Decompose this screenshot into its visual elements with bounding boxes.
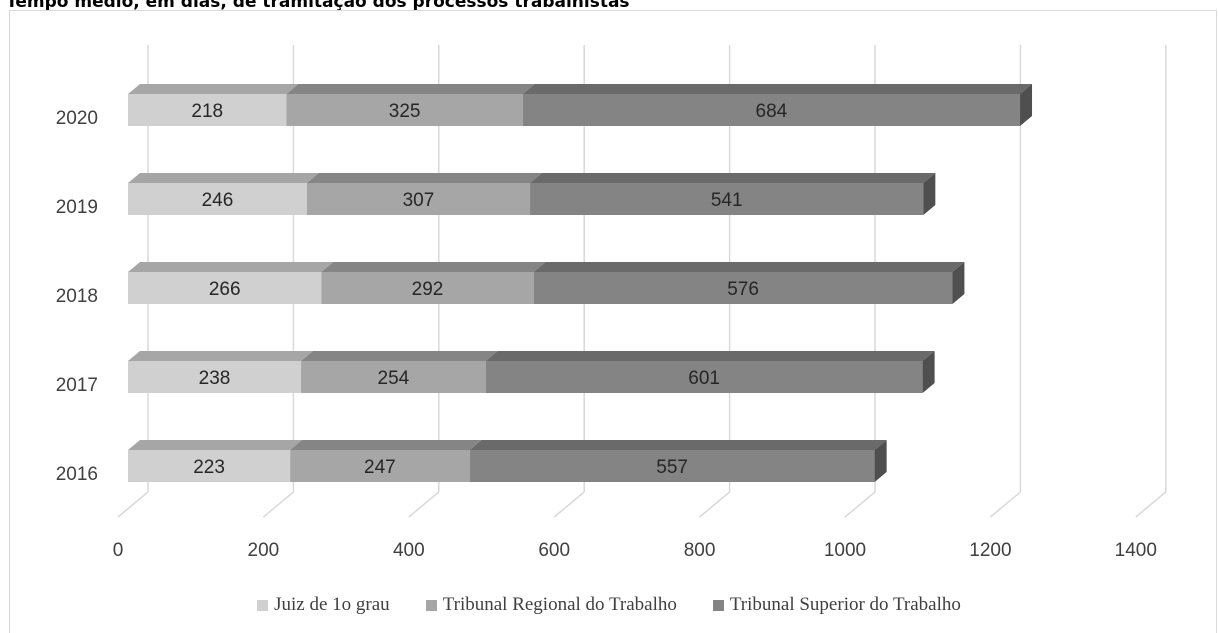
floor-gridline xyxy=(699,491,731,518)
bar xyxy=(290,450,470,482)
x-tick-label: 800 xyxy=(684,540,716,561)
chart-frame xyxy=(9,10,1217,633)
legend-label-tst: Tribunal Superior do Trabalho xyxy=(729,594,961,615)
bar xyxy=(522,94,1021,126)
legend-swatch-juiz xyxy=(257,599,269,611)
legend-item-trt: Tribunal Regional do Trabalho xyxy=(425,594,677,616)
x-tick-label: 0 xyxy=(113,540,124,561)
bar-top xyxy=(469,440,887,450)
x-tick-label: 1000 xyxy=(824,540,866,561)
bar-top xyxy=(128,84,299,94)
floor-gridline xyxy=(408,491,440,518)
x-tick-label: 1200 xyxy=(969,540,1011,561)
data-label: 684 xyxy=(756,101,788,122)
bar-top xyxy=(290,440,482,450)
legend-item-juiz: Juiz de 1o grau xyxy=(257,594,390,616)
bar-top xyxy=(128,173,319,183)
data-label: 247 xyxy=(364,457,396,478)
bar xyxy=(306,183,531,215)
bar xyxy=(469,450,875,482)
y-tick-label: 2019 xyxy=(56,197,98,218)
x-tick-label: 600 xyxy=(538,540,570,561)
bar-top xyxy=(306,173,543,183)
bar-top xyxy=(321,262,546,272)
bar-top xyxy=(128,262,334,272)
bar xyxy=(533,272,953,304)
legend: Juiz de 1o grau Tribunal Regional do Tra… xyxy=(0,594,1218,616)
y-tick-label: 2016 xyxy=(56,464,98,485)
bar-side xyxy=(1020,84,1033,126)
data-label: 218 xyxy=(191,101,223,122)
bar xyxy=(128,272,322,304)
bar-side xyxy=(923,173,936,215)
data-label: 541 xyxy=(711,190,743,211)
data-label: 601 xyxy=(688,368,720,389)
bar xyxy=(128,450,291,482)
data-label: 223 xyxy=(193,457,225,478)
chart-title: Tempo médio, em dias, de tramitação dos … xyxy=(6,0,630,12)
legend-swatch-trt xyxy=(425,599,437,611)
x-tick-label: 400 xyxy=(393,540,425,561)
bar-top xyxy=(286,84,535,94)
data-label: 254 xyxy=(378,368,410,389)
bar xyxy=(128,183,307,215)
floor-gridline xyxy=(262,491,294,518)
legend-label-trt: Tribunal Regional do Trabalho xyxy=(442,594,677,615)
bar xyxy=(286,94,523,126)
bar-top xyxy=(533,262,965,272)
bar-top xyxy=(128,351,314,361)
y-tick-label: 2020 xyxy=(56,108,98,129)
data-label: 292 xyxy=(412,279,444,300)
data-label: 307 xyxy=(403,190,435,211)
data-label: 557 xyxy=(656,457,688,478)
bar-side xyxy=(922,351,935,393)
legend-swatch-tst xyxy=(712,599,724,611)
bar-top xyxy=(522,84,1033,94)
y-tick-label: 2018 xyxy=(56,286,98,307)
floor-gridline xyxy=(553,491,585,518)
data-label: 266 xyxy=(209,279,241,300)
x-tick-label: 1400 xyxy=(1115,540,1157,561)
bar-side xyxy=(952,262,965,304)
bar xyxy=(530,183,924,215)
data-label: 576 xyxy=(727,279,759,300)
bar xyxy=(128,94,287,126)
bar xyxy=(128,361,302,393)
floor-gridline xyxy=(989,491,1021,518)
legend-label-juiz: Juiz de 1o grau xyxy=(274,594,390,615)
bar-top xyxy=(301,351,498,361)
data-label: 246 xyxy=(202,190,234,211)
x-tick-label: 200 xyxy=(248,540,280,561)
bar xyxy=(301,361,486,393)
bar xyxy=(321,272,534,304)
data-label: 238 xyxy=(199,368,231,389)
bar-side xyxy=(874,440,887,482)
floor-gridline xyxy=(844,491,876,518)
bar-top xyxy=(485,351,935,361)
floor-gridline xyxy=(117,491,149,518)
y-tick-label: 2017 xyxy=(56,375,98,396)
data-label: 325 xyxy=(389,101,421,122)
floor-gridline xyxy=(1135,491,1167,518)
bar-top xyxy=(530,173,936,183)
bar xyxy=(485,361,923,393)
bar-top xyxy=(128,440,303,450)
legend-item-tst: Tribunal Superior do Trabalho xyxy=(712,594,961,616)
